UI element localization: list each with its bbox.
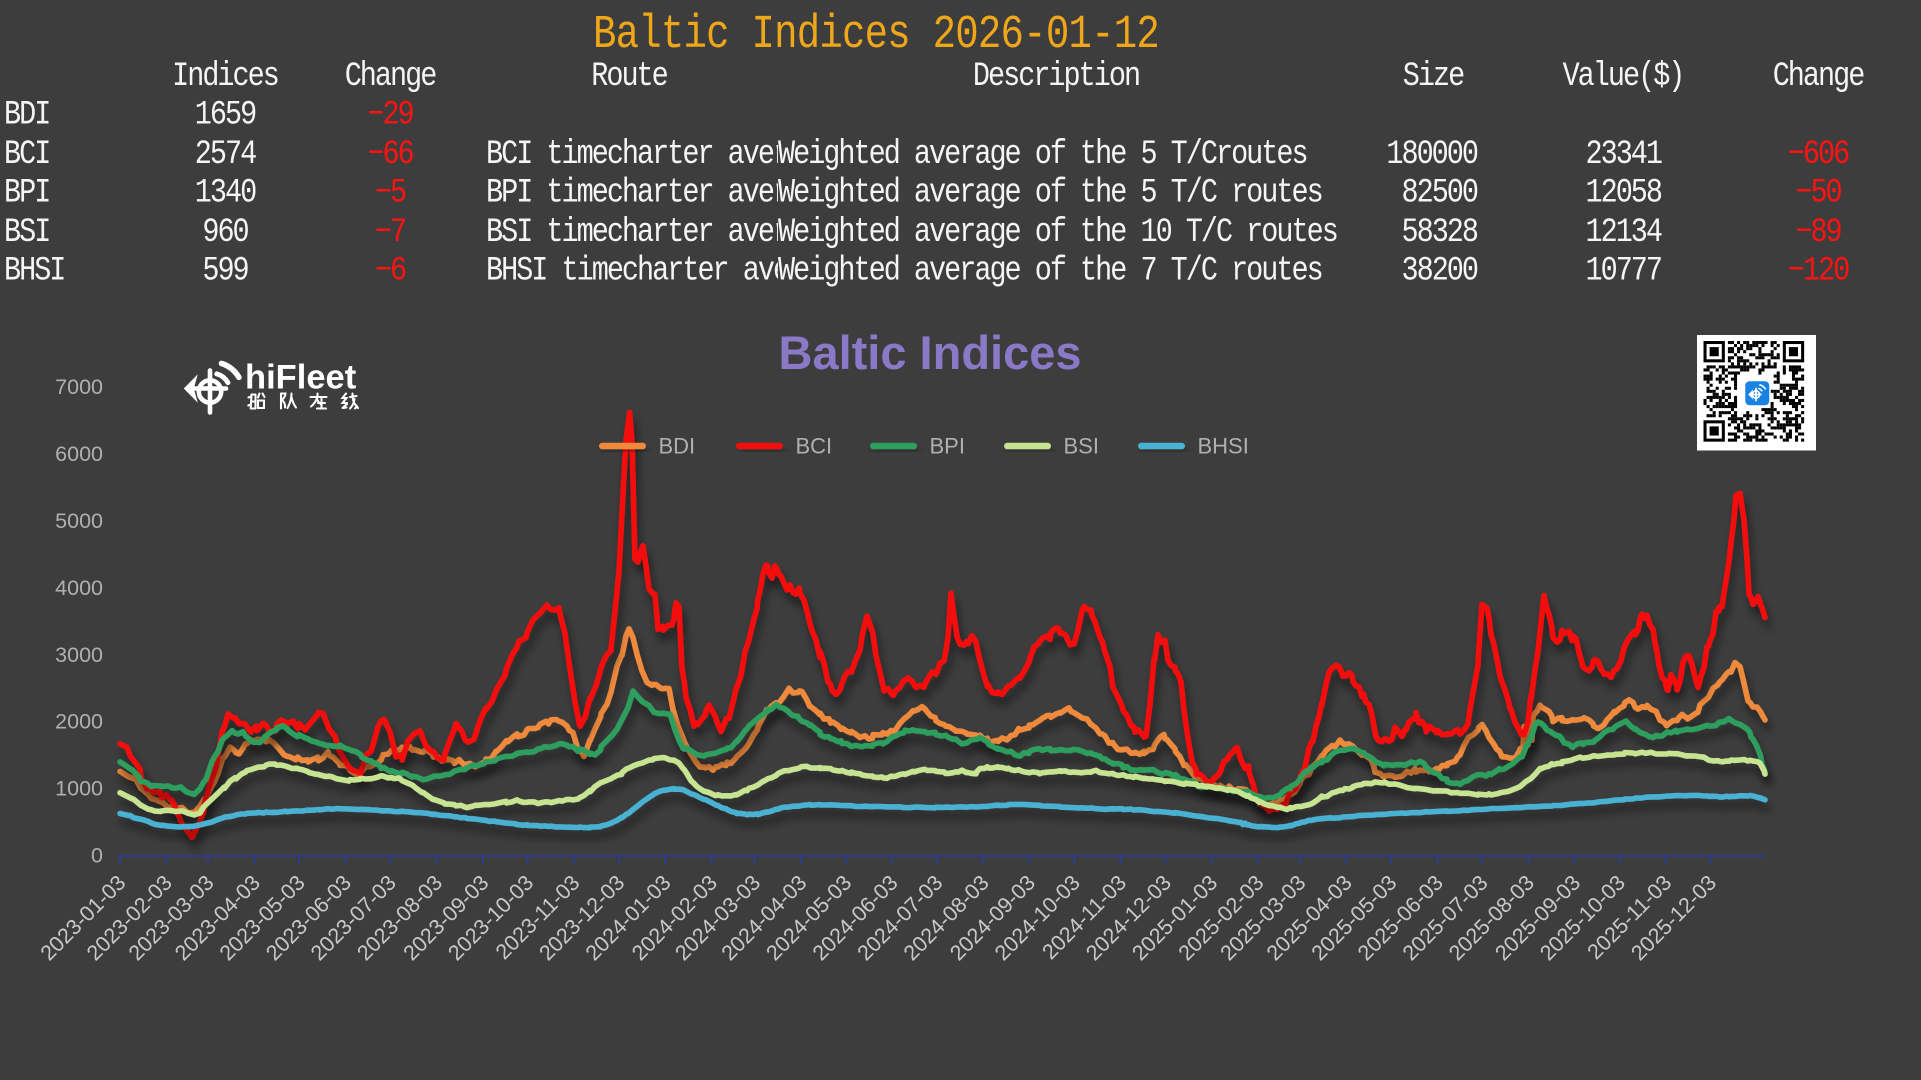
svg-text:1000: 1000: [55, 777, 103, 801]
svg-text:Baltic Indices: Baltic Indices: [779, 326, 1082, 379]
svg-text:4000: 4000: [55, 576, 103, 600]
svg-text:7000: 7000: [55, 375, 103, 399]
svg-text:0: 0: [91, 844, 103, 868]
svg-text:BDI: BDI: [659, 434, 696, 459]
svg-text:hiFleet: hiFleet: [245, 359, 357, 397]
svg-text:BCI: BCI: [796, 434, 833, 459]
svg-text:3000: 3000: [55, 643, 103, 667]
svg-text:BPI: BPI: [930, 434, 965, 459]
svg-text:2000: 2000: [55, 710, 103, 734]
svg-text:BSI: BSI: [1064, 434, 1099, 459]
svg-text:6000: 6000: [55, 442, 103, 466]
svg-text:5000: 5000: [55, 509, 103, 533]
svg-text:BHSI: BHSI: [1198, 434, 1249, 459]
